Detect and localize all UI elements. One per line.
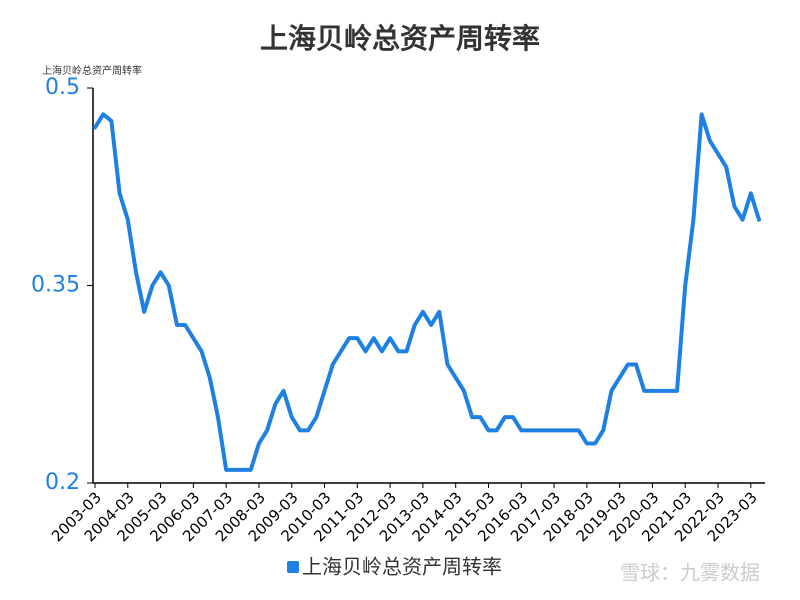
y-tick-label: 0.35 (31, 273, 80, 298)
y-tick-label: 0.5 (45, 75, 80, 100)
y-axis-label: 上海贝岭总资产周转率 (42, 64, 142, 77)
watermark: 雪球：九雾数据 (620, 561, 760, 585)
y-tick-label: 0.2 (45, 470, 80, 495)
line-series (93, 112, 761, 472)
legend-label: 上海贝岭总资产周转率 (302, 555, 502, 579)
legend-swatch (287, 561, 299, 573)
chart-title: 上海贝岭总资产周转率 (260, 22, 540, 55)
